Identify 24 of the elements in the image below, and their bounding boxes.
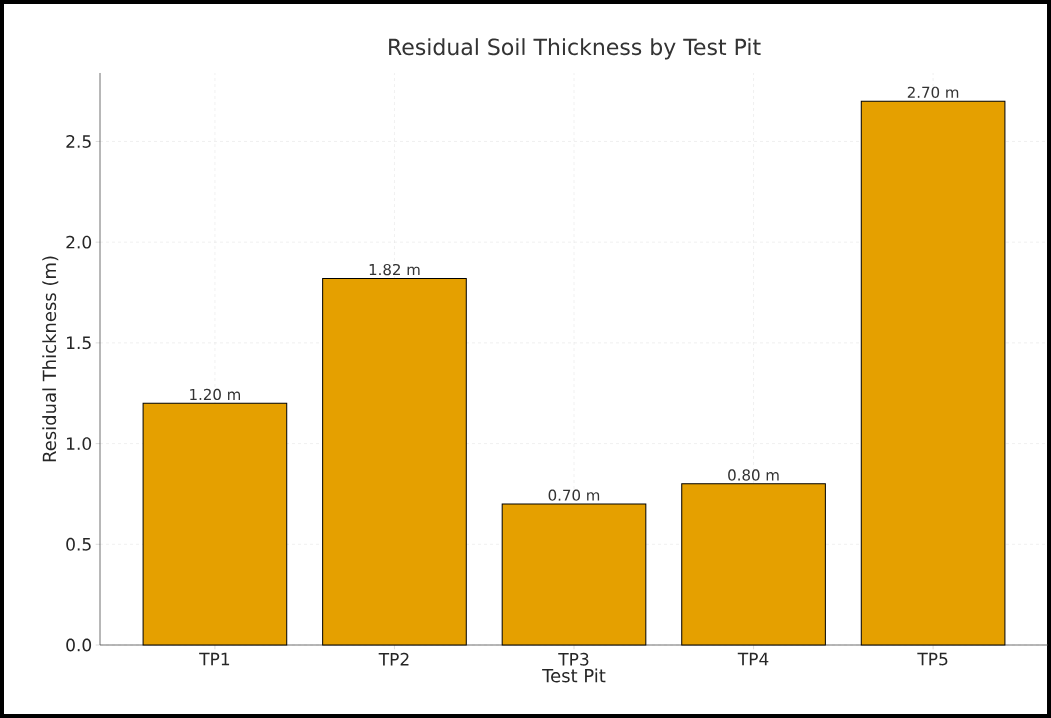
y-tick-label: 2.5 <box>66 135 91 148</box>
data-label: 1.20 m <box>190 388 240 401</box>
bar <box>322 277 467 646</box>
x-tick-label: TP5 <box>917 652 948 666</box>
y-tick-label: 1.5 <box>67 336 91 350</box>
x-tick-label: TP3 <box>558 652 589 666</box>
bar <box>501 503 647 646</box>
y-axis-title: Residual Thickness (m) <box>42 256 59 462</box>
bar <box>681 483 826 646</box>
bar <box>860 100 1006 646</box>
data-label: 2.70 m <box>907 86 959 98</box>
y-tick-label: 0.0 <box>66 638 92 652</box>
x-tick-label: TP1 <box>199 652 230 666</box>
bar <box>142 402 288 646</box>
y-tick-label: 1.0 <box>67 437 92 451</box>
data-label: 0.80 m <box>728 469 779 481</box>
x-tick-label: TP2 <box>378 652 409 666</box>
y-tick-label: 2.0 <box>66 235 92 249</box>
data-label: 0.70 m <box>548 489 600 501</box>
x-tick-label: TP4 <box>737 652 769 666</box>
x-axis-title: Test Pit <box>542 668 606 683</box>
data-label: 1.82 m <box>369 263 420 276</box>
chart-title: Residual Soil Thickness by Test Pit <box>389 38 761 60</box>
y-tick-label: 0.5 <box>66 537 91 551</box>
